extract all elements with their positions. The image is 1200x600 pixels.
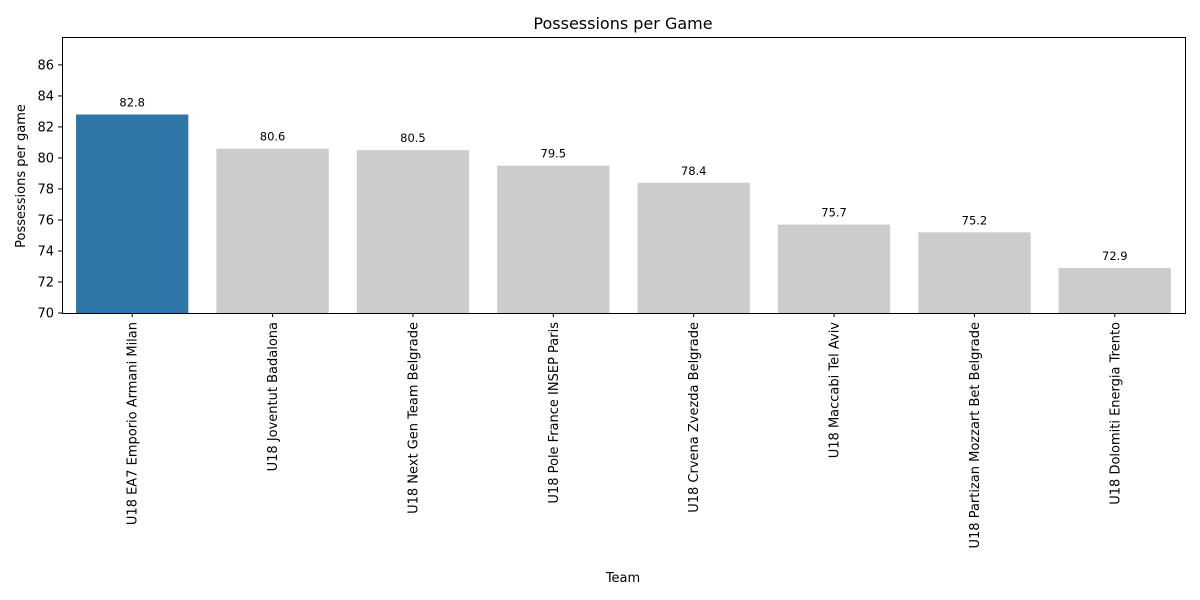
x-tick-label: U18 Dolomiti Energia Trento — [1108, 322, 1123, 505]
data-label: 82.8 — [119, 96, 145, 110]
x-tick-label: U18 Maccabi Tel Aviv — [828, 322, 843, 459]
y-axis: 70 72 74 76 78 80 82 84 86 — [37, 58, 62, 322]
data-label: 78.4 — [681, 164, 707, 178]
data-label: 79.5 — [541, 147, 567, 161]
y-tick-label: 86 — [37, 58, 54, 73]
y-axis-title: Possessions per game — [14, 104, 29, 248]
y-tick-label: 76 — [37, 213, 54, 228]
x-axis-title: Team — [605, 571, 640, 586]
bar — [497, 165, 610, 313]
y-tick-label: 74 — [37, 244, 54, 259]
bar — [1058, 268, 1171, 313]
y-tick-label: 70 — [37, 307, 54, 322]
bar — [76, 114, 189, 313]
bar — [637, 182, 750, 313]
bar — [777, 224, 891, 313]
x-tick-label: U18 Next Gen Team Belgrade — [406, 322, 421, 514]
y-tick-label: 72 — [37, 275, 54, 290]
x-tick-label: U18 Partizan Mozzart Bet Belgrade — [968, 322, 983, 548]
y-tick-label: 78 — [37, 182, 54, 197]
data-labels-layer: 82.8 80.6 80.5 79.5 78.4 75.7 75.2 72.9 — [119, 96, 1127, 264]
y-tick-label: 82 — [37, 120, 54, 135]
y-tick-label: 84 — [37, 89, 54, 104]
bar — [918, 232, 1031, 313]
bar — [216, 148, 329, 313]
data-label: 80.5 — [400, 131, 426, 145]
x-tick-label: U18 Pole France INSEP Paris — [547, 322, 562, 504]
x-tick-label: U18 EA7 Emporio Armani Milan — [126, 322, 141, 525]
data-label: 75.2 — [962, 213, 988, 227]
x-tick-label: U18 Crvena Zvezda Belgrade — [687, 322, 702, 513]
data-label: 75.7 — [821, 206, 847, 220]
bars-layer — [76, 114, 1171, 313]
chart-title: Possessions per Game — [533, 14, 712, 33]
plot-frame — [62, 37, 1186, 314]
data-label: 72.9 — [1102, 249, 1128, 263]
data-label: 80.6 — [260, 130, 286, 144]
x-axis: U18 EA7 Emporio Armani Milan U18 Joventut… — [126, 313, 1123, 548]
y-tick-label: 80 — [37, 151, 54, 166]
bar — [356, 150, 470, 313]
x-tick-label: U18 Joventut Badalona — [266, 322, 281, 471]
